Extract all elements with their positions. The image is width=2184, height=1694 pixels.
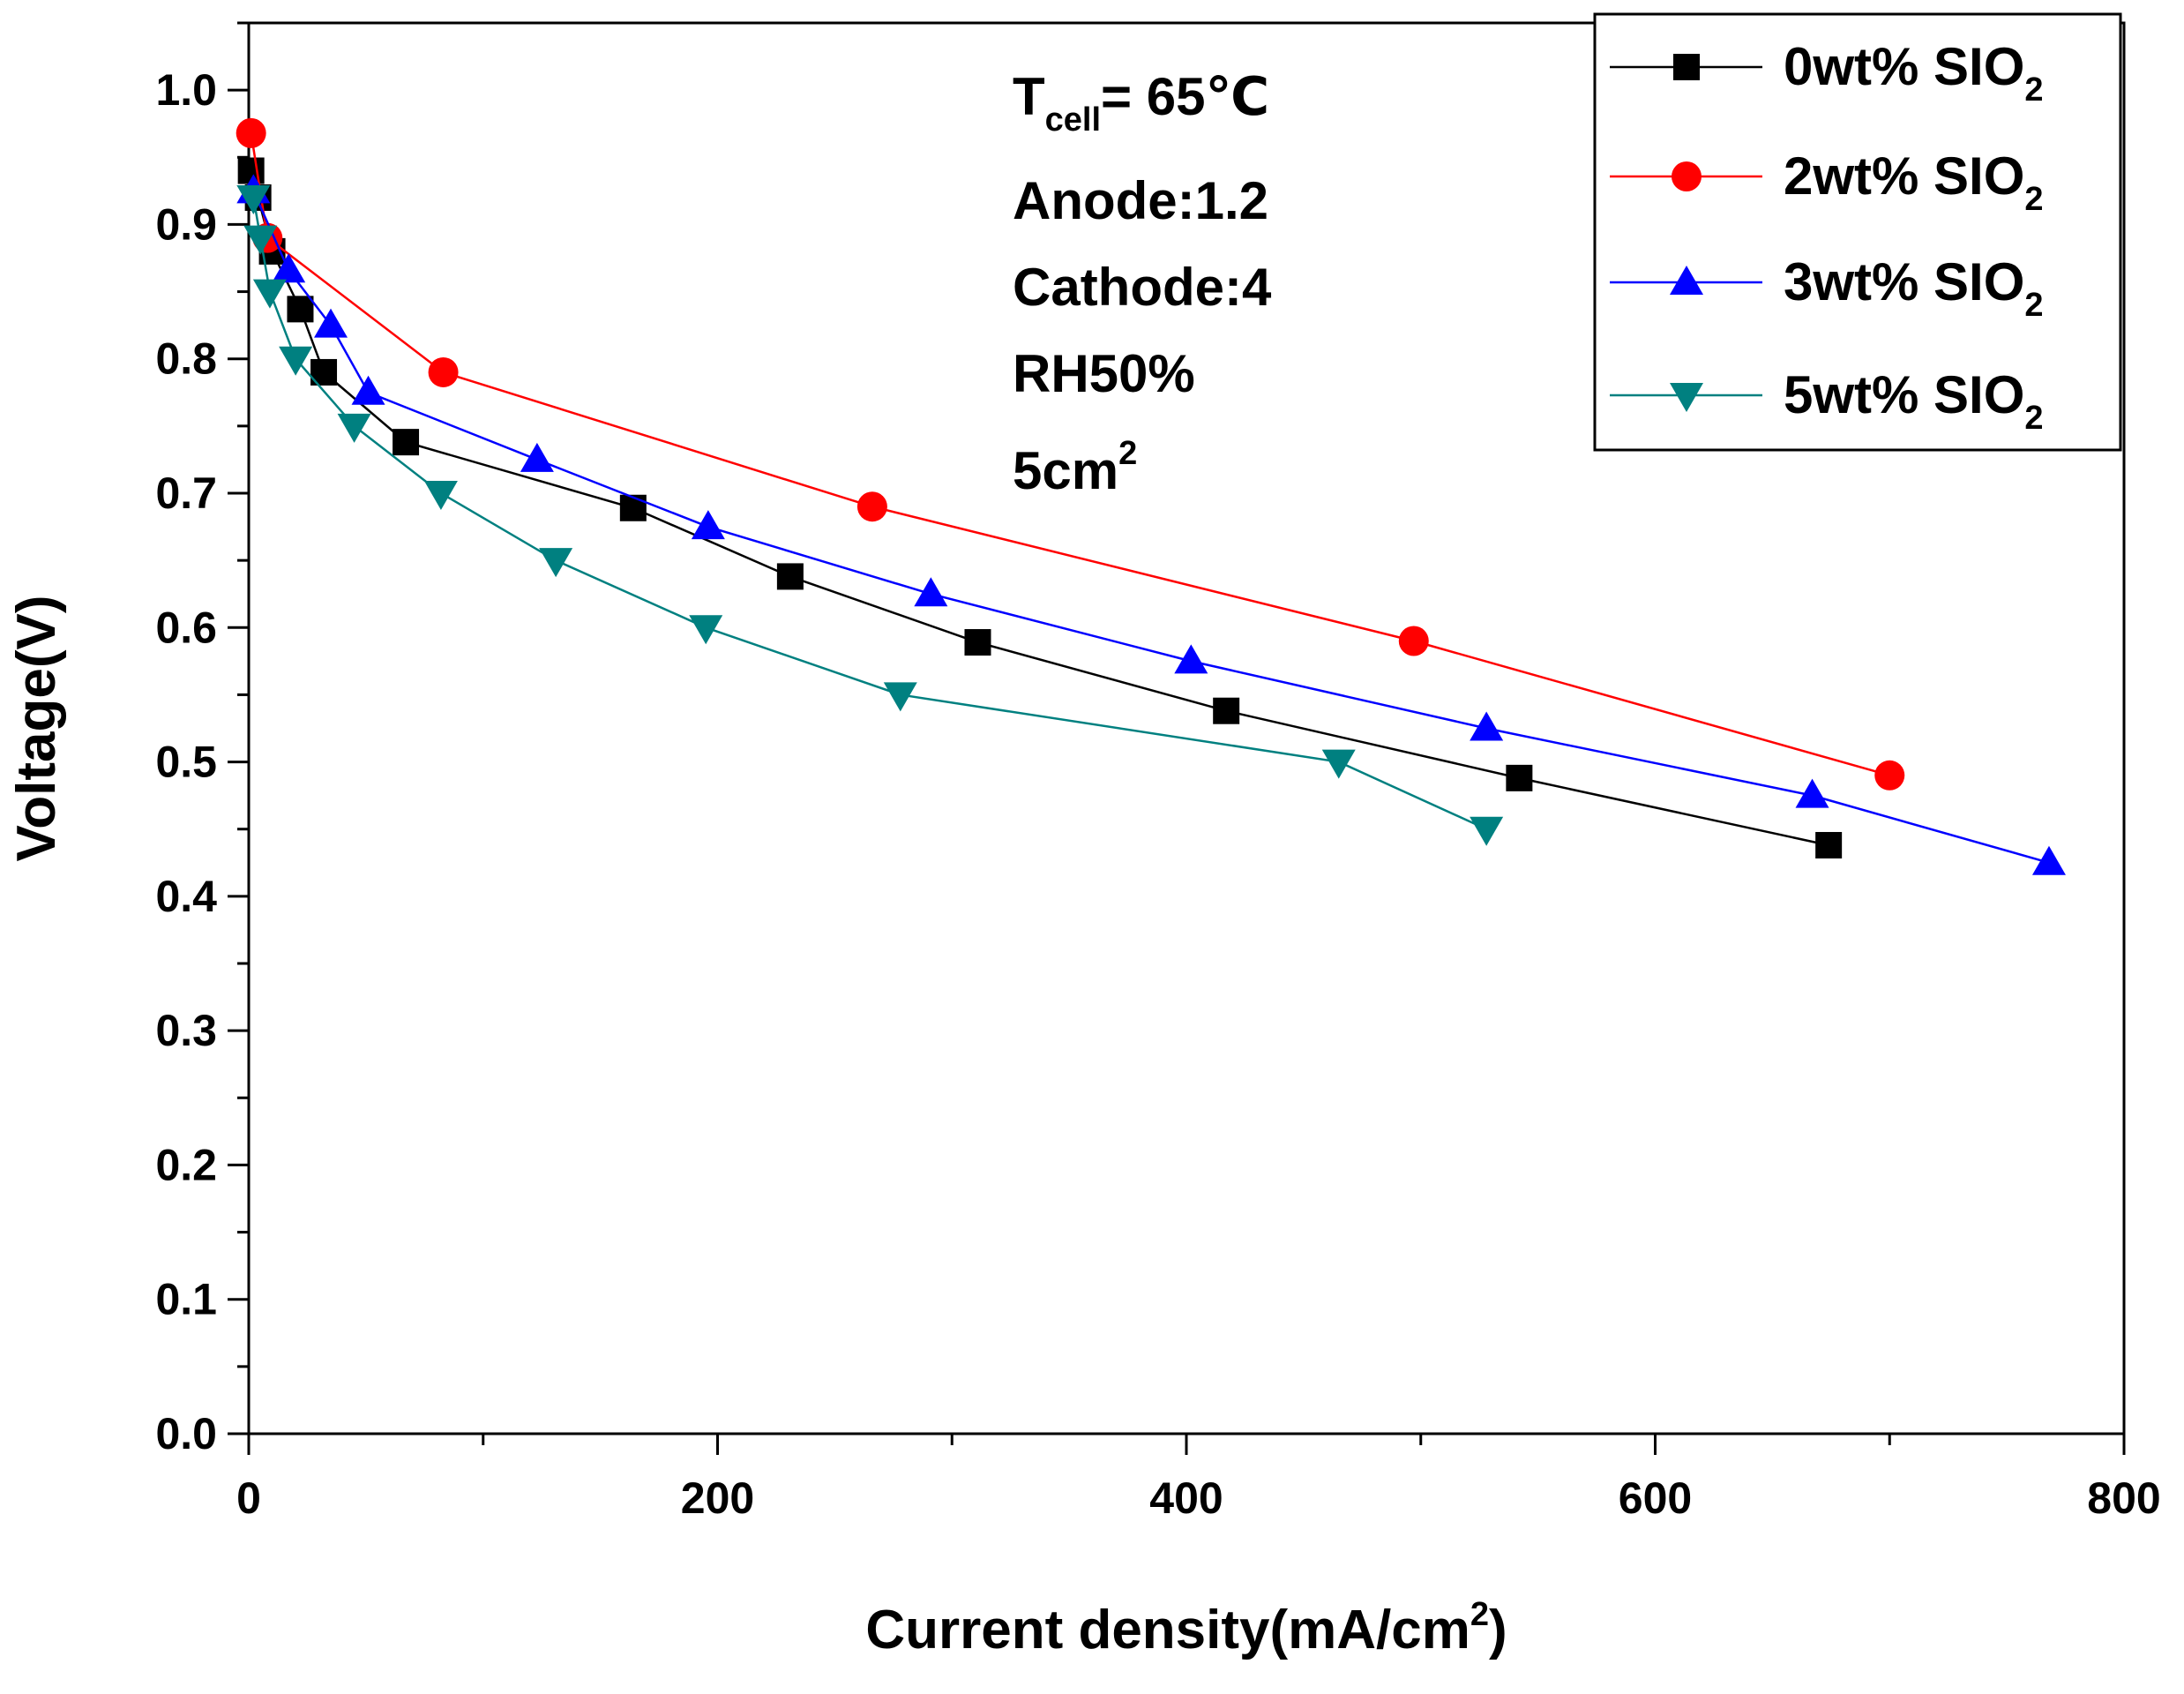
x-tick-label: 600 xyxy=(1619,1473,1692,1523)
series-3 xyxy=(236,184,1504,846)
x-axis-label: Current density(mA/cm2) xyxy=(865,1596,1507,1660)
legend: 0wt% SIO2 2wt% SIO2 3wt% SIO2 5wt% SIO2 xyxy=(1593,12,2122,452)
data-point xyxy=(236,184,271,214)
y-tick-label: 0.2 xyxy=(155,1140,217,1189)
data-point xyxy=(914,577,948,607)
annotation-humidity: RH50% xyxy=(1013,344,1195,403)
data-point xyxy=(1321,749,1356,779)
data-point xyxy=(691,510,725,540)
y-tick-label: 0.3 xyxy=(155,1006,217,1055)
data-point xyxy=(689,615,723,645)
data-point xyxy=(252,279,287,309)
legend-label: 3wt% SIO2 xyxy=(1784,252,2044,324)
data-point xyxy=(964,629,991,656)
x-axis-label-tail: ) xyxy=(1489,1600,1507,1660)
x-tick-label: 0 xyxy=(236,1473,261,1523)
x-axis-label-sup: 2 xyxy=(1470,1596,1489,1633)
legend-label: 0wt% SIO2 xyxy=(1784,37,2044,109)
data-point xyxy=(1874,760,1905,791)
x-tick-label: 200 xyxy=(681,1473,754,1523)
data-point xyxy=(520,442,554,472)
y-tick-label: 0.6 xyxy=(155,603,217,652)
data-point xyxy=(856,491,887,522)
data-point xyxy=(1398,626,1429,656)
y-tick-label: 0.8 xyxy=(155,334,217,384)
data-point xyxy=(619,494,647,521)
series-layer xyxy=(236,117,2066,875)
data-point xyxy=(236,117,266,148)
data-point xyxy=(287,296,314,323)
data-point xyxy=(337,413,371,443)
data-point xyxy=(1815,831,1843,858)
y-tick-label: 1.0 xyxy=(155,65,217,115)
legend-box xyxy=(1593,12,2122,452)
data-point xyxy=(2031,845,2066,875)
data-point xyxy=(1174,644,1208,674)
y-tick-label: 0.4 xyxy=(155,872,217,921)
x-tick-label: 800 xyxy=(2087,1473,2160,1523)
series-1 xyxy=(236,117,1905,791)
y-axis-label: Voltage(V) xyxy=(6,596,67,862)
data-point xyxy=(428,356,459,387)
annotation-anode: Anode:1.2 xyxy=(1013,171,1268,230)
data-point xyxy=(1795,778,1829,808)
series-line-1 xyxy=(250,132,1890,777)
legend-items: 0wt% SIO2 2wt% SIO2 3wt% SIO2 5wt% SIO2 xyxy=(1610,37,2044,437)
legend-item-2: 3wt% SIO2 xyxy=(1610,252,2044,324)
legend-marker xyxy=(1672,161,1702,191)
y-tick-label: 0.7 xyxy=(155,468,217,518)
legend-item-0: 0wt% SIO2 xyxy=(1610,37,2044,109)
x-axis-label-main: Current density(mA/cm xyxy=(865,1600,1470,1660)
data-point xyxy=(883,682,917,712)
data-point xyxy=(1470,816,1504,846)
annotation-temperature: Tcell= 65℃ xyxy=(1013,67,1269,139)
legend-marker xyxy=(1670,383,1703,412)
data-point xyxy=(1213,697,1240,724)
data-point xyxy=(776,563,804,590)
y-tick-label: 0.1 xyxy=(155,1275,217,1324)
legend-item-1: 2wt% SIO2 xyxy=(1610,146,2044,218)
data-point xyxy=(539,548,573,578)
x-tick-label: 400 xyxy=(1149,1473,1223,1523)
y-tick-label: 0.9 xyxy=(155,199,217,249)
legend-item-3: 5wt% SIO2 xyxy=(1610,365,2044,437)
annotation-cathode: Cathode:4 xyxy=(1013,258,1272,317)
data-point xyxy=(351,375,385,405)
data-point xyxy=(272,253,306,283)
ticks-layer: 0 200 400 600 800 0.0 0.1 0.2 0.3 0.4 0.5 0.6 0.7 0.8… xyxy=(155,21,2161,1523)
legend-label: 2wt% SIO2 xyxy=(1784,146,2044,218)
data-point xyxy=(279,346,313,376)
data-point xyxy=(393,429,420,456)
data-point xyxy=(423,481,458,510)
y-tick-label: 0.5 xyxy=(155,738,217,787)
data-point xyxy=(1470,711,1504,741)
condition-annotation: Tcell= 65℃ Anode:1.2 Cathode:4 RH50% 5cm… xyxy=(1013,67,1272,500)
data-point xyxy=(243,225,278,255)
legend-marker xyxy=(1670,266,1703,295)
y-tick-label: 0.0 xyxy=(155,1409,217,1458)
legend-marker xyxy=(1673,54,1700,80)
annotation-area: 5cm2 xyxy=(1013,435,1137,500)
series-2 xyxy=(236,174,2066,875)
legend-label: 5wt% SIO2 xyxy=(1784,365,2044,437)
data-point xyxy=(314,308,348,338)
data-point xyxy=(1506,764,1533,791)
